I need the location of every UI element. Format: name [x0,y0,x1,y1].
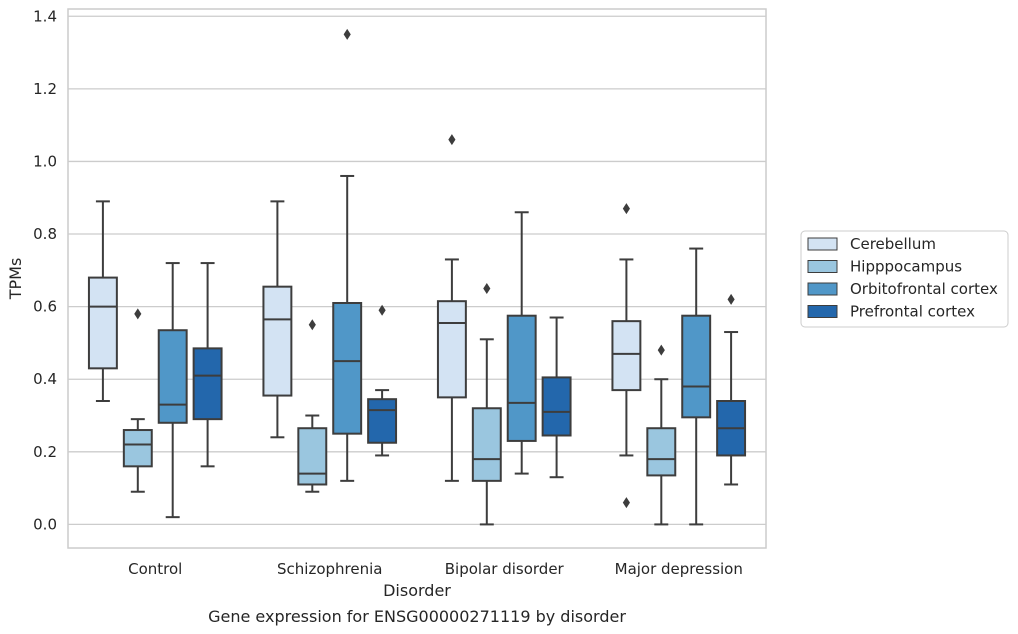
box-1-2 [332,28,363,482]
y-axis-label: TPMs [6,258,25,301]
box-body [122,429,153,468]
legend-label: Hipppocampus [850,258,962,276]
x-tick-label: Major depression [615,560,743,578]
box-0-2 [157,262,188,519]
outlier-point [657,344,665,356]
legend-label: Prefrontal cortex [850,303,975,321]
y-tick-label: 1.2 [33,80,57,98]
legend-swatch [807,237,838,251]
box-1-1 [297,319,328,493]
legend-swatch [807,282,838,296]
box-3-2 [681,247,712,526]
box-1-3 [367,304,398,457]
y-tick-label: 1.0 [33,152,57,170]
box-2-3 [541,316,572,479]
box-3-3 [716,293,747,486]
box-body [262,285,293,397]
y-tick-label: 1.4 [33,7,57,25]
box-2-1 [471,282,502,526]
outlier-point [622,203,630,215]
outlier-point [308,319,316,331]
box-0-0 [87,200,118,402]
legend: Cerebellum Hipppocampus Orbitofrontal cort… [800,230,1009,328]
plot-boxes [87,28,747,526]
x-tick-label: Control [128,560,182,578]
box-body [471,407,502,482]
outlier-point [483,282,491,294]
box-body [192,347,223,421]
outlier-point [343,28,351,40]
box-3-0 [611,203,642,509]
x-tick-label: Bipolar disorder [445,560,565,578]
box-body [297,427,328,486]
legend-label: Orbitofrontal cortex [850,280,998,298]
box-body [646,427,677,477]
box-body [367,398,398,444]
plot-frame [67,8,767,549]
legend-frame [800,230,1009,328]
box-body [157,329,188,424]
x-tick-labels: Control Schizophrenia Bipolar disorder Majo… [128,560,743,578]
box-body [506,314,537,442]
y-tick-labels: 0.0 0.2 0.4 0.6 0.8 1.0 1.2 1.4 [33,7,57,533]
outlier-point [378,304,386,316]
box-body [436,300,467,399]
box-0-1 [122,308,153,493]
box-body [541,376,572,437]
chart-title: Gene expression for ENSG00000271119 by d… [208,607,626,626]
box-2-0 [436,134,467,482]
legend-swatch [807,305,838,318]
y-tick-label: 0.4 [33,370,57,388]
outlier-point [134,308,142,320]
y-tick-label: 0.0 [33,515,57,533]
y-tick-label: 0.8 [33,225,57,243]
outlier-point [448,134,456,146]
box-body [611,320,642,392]
legend-label: Cerebellum [850,235,936,253]
box-2-2 [506,211,537,475]
x-axis-label: Disorder [383,581,451,600]
box-1-0 [262,200,293,439]
box-body [87,276,118,370]
box-0-3 [192,262,223,468]
box-body [332,302,363,435]
outlier-point [727,293,735,305]
outlier-point [622,497,630,509]
legend-swatch [807,260,838,273]
x-tick-label: Schizophrenia [277,560,382,578]
y-tick-label: 0.6 [33,298,57,316]
box-body [681,314,712,419]
y-tick-label: 0.2 [33,443,57,461]
box-3-1 [646,344,677,526]
